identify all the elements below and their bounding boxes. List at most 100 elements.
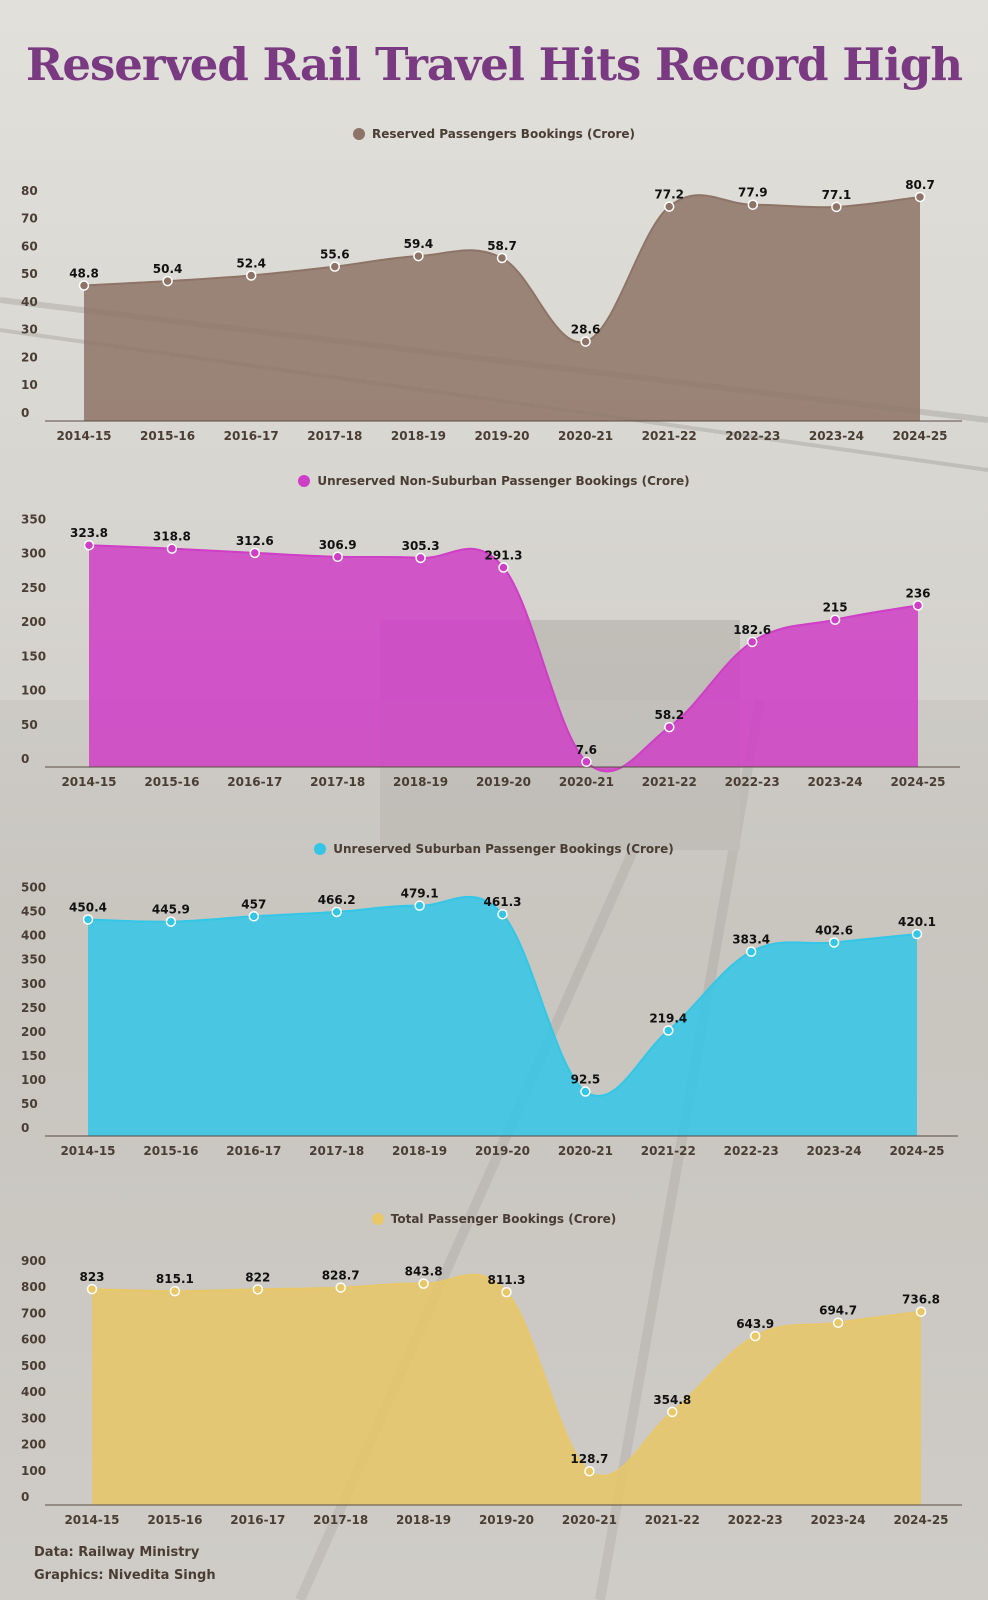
y-tick-label: 100 bbox=[21, 1073, 46, 1087]
data-label: 420.1 bbox=[898, 915, 936, 929]
data-point bbox=[415, 552, 426, 564]
data-label: 815.1 bbox=[156, 1272, 194, 1286]
y-tick-label: 200 bbox=[21, 1025, 46, 1039]
legend-label: Unreserved Non-Suburban Passenger Bookin… bbox=[317, 474, 690, 488]
x-tick-label: 2022-23 bbox=[728, 1513, 783, 1527]
data-label: 383.4 bbox=[732, 933, 770, 947]
y-tick-label: 80 bbox=[21, 184, 38, 198]
data-point bbox=[911, 928, 923, 940]
y-tick-label: 30 bbox=[21, 323, 38, 337]
series-line bbox=[88, 544, 919, 773]
legend-label: Reserved Passengers Bookings (Crore) bbox=[372, 127, 635, 141]
data-point bbox=[749, 1330, 761, 1342]
data-label: 312.6 bbox=[236, 534, 274, 548]
legend-dot bbox=[353, 128, 365, 140]
plot-total: 0 100 200 300 400 500 600 700 800 900 823 2014-15 81… bbox=[21, 1254, 962, 1527]
x-tick-label: 2018-19 bbox=[391, 429, 446, 443]
data-point bbox=[580, 1086, 591, 1097]
y-tick-label: 70 bbox=[21, 212, 38, 226]
data-label: 643.9 bbox=[736, 1317, 774, 1331]
data-label: 215 bbox=[823, 601, 848, 615]
y-tick-label: 450 bbox=[21, 905, 46, 919]
legend-dot bbox=[314, 843, 327, 855]
data-point bbox=[249, 547, 261, 559]
x-tick-label: 2014-15 bbox=[56, 429, 111, 443]
y-tick-label: 500 bbox=[21, 1359, 46, 1373]
y-tick-label: 300 bbox=[21, 977, 46, 991]
series-line bbox=[87, 895, 918, 1098]
x-tick-label: 2020-21 bbox=[562, 1513, 617, 1527]
y-tick-label: 400 bbox=[21, 929, 46, 943]
legend-dot bbox=[298, 475, 311, 487]
data-label: 457 bbox=[241, 897, 266, 911]
x-tick-label: 2023-24 bbox=[808, 775, 863, 789]
series-area bbox=[88, 896, 917, 1136]
x-tick-label: 2021-22 bbox=[642, 775, 697, 789]
data-label: 80.7 bbox=[905, 178, 935, 192]
data-point bbox=[832, 1317, 844, 1328]
data-label: 354.8 bbox=[653, 1393, 691, 1407]
x-tick-label: 2024-25 bbox=[889, 1144, 944, 1158]
data-point bbox=[912, 600, 924, 611]
series-line bbox=[91, 1273, 922, 1478]
data-point bbox=[914, 191, 926, 203]
data-label: 450.4 bbox=[69, 900, 107, 914]
data-point bbox=[413, 250, 424, 262]
y-tick-label: 0 bbox=[21, 752, 29, 766]
x-tick-label: 2021-22 bbox=[642, 429, 697, 443]
data-label: 445.9 bbox=[152, 903, 190, 917]
y-tick-label: 400 bbox=[21, 1385, 46, 1399]
y-tick-label: 0 bbox=[21, 406, 29, 420]
data-label: 7.6 bbox=[576, 743, 597, 757]
data-label: 58.2 bbox=[654, 708, 684, 722]
data-label: 823 bbox=[79, 1270, 104, 1284]
y-tick-label: 200 bbox=[21, 1438, 46, 1452]
x-tick-label: 2020-21 bbox=[558, 429, 613, 443]
data-point bbox=[663, 201, 675, 212]
data-label: 323.8 bbox=[70, 526, 108, 540]
data-point bbox=[329, 261, 341, 272]
series-area bbox=[89, 545, 918, 772]
legend-unreserved-non-suburban: Unreserved Non-Suburban Passenger Bookin… bbox=[0, 474, 988, 488]
data-label: 402.6 bbox=[815, 923, 853, 937]
y-tick-label: 40 bbox=[21, 295, 38, 309]
y-tick-label: 600 bbox=[21, 1333, 46, 1347]
y-tick-label: 500 bbox=[21, 881, 46, 895]
y-tick-label: 250 bbox=[21, 581, 46, 595]
legend-total: Total Passenger Bookings (Crore) bbox=[0, 1212, 988, 1226]
x-tick-label: 2022-23 bbox=[724, 1144, 779, 1158]
y-tick-label: 0 bbox=[21, 1490, 29, 1504]
x-tick-label: 2017-18 bbox=[313, 1513, 368, 1527]
y-tick-label: 250 bbox=[21, 1001, 46, 1015]
data-point bbox=[497, 908, 508, 920]
data-point bbox=[331, 906, 342, 918]
x-tick-label: 2017-18 bbox=[307, 429, 362, 443]
data-point bbox=[828, 937, 840, 948]
y-tick-label: 300 bbox=[21, 547, 46, 561]
legend-dot bbox=[371, 1213, 384, 1225]
data-label: 305.3 bbox=[402, 539, 440, 553]
x-tick-label: 2024-25 bbox=[893, 1513, 948, 1527]
data-point bbox=[252, 1284, 264, 1295]
data-point bbox=[414, 900, 425, 911]
source-graphics: Graphics: Nivedita Singh bbox=[34, 1568, 216, 1583]
y-tick-label: 150 bbox=[21, 649, 46, 663]
y-tick-label: 50 bbox=[21, 267, 38, 281]
data-label: 694.7 bbox=[819, 1304, 857, 1318]
x-tick-label: 2019-20 bbox=[475, 1144, 530, 1158]
data-point bbox=[580, 336, 591, 347]
y-tick-label: 50 bbox=[21, 718, 38, 732]
data-point bbox=[829, 614, 841, 625]
data-label: 291.3 bbox=[485, 548, 523, 562]
series-area bbox=[84, 195, 920, 421]
data-point bbox=[663, 1025, 674, 1036]
y-tick-label: 150 bbox=[21, 1049, 46, 1063]
data-point bbox=[581, 756, 592, 768]
x-tick-label: 2015-16 bbox=[140, 429, 195, 443]
plot-reserved: 0 10 20 30 40 50 60 70 80 48.8 2014-15 50.4 2015-16 5… bbox=[21, 178, 962, 443]
y-tick-label: 350 bbox=[21, 953, 46, 967]
data-point bbox=[747, 199, 759, 210]
x-tick-label: 2020-21 bbox=[559, 775, 614, 789]
data-point bbox=[86, 1283, 98, 1295]
data-label: 219.4 bbox=[649, 1012, 687, 1026]
